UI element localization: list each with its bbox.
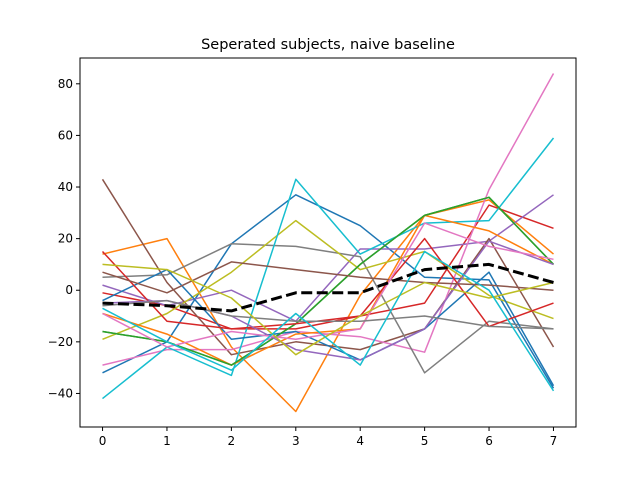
series-line-11 (102, 268, 555, 387)
y-tick-label: 40 (58, 180, 73, 194)
series-line-4 (102, 204, 554, 330)
series-line-1 (102, 194, 555, 389)
y-tick-label: 80 (58, 77, 73, 91)
y-axis: −40 −20 0 20 40 60 80 (48, 77, 80, 400)
y-tick-label: 60 (58, 128, 73, 142)
series-line-5 (102, 194, 554, 322)
chart-title: Seperated subjects, naive baseline (201, 37, 455, 53)
y-tick-label: −20 (48, 335, 73, 349)
x-tick-label: 3 (292, 434, 300, 448)
x-tick-label: 7 (550, 434, 558, 448)
series-line-18 (102, 299, 554, 330)
y-tick-label: −40 (48, 386, 73, 400)
x-tick-label: 0 (99, 434, 107, 448)
series-line-2 (102, 199, 554, 413)
x-tick-label: 2 (228, 434, 236, 448)
series-line-20 (102, 250, 555, 392)
y-tick-label: 0 (65, 283, 73, 297)
series-line-17 (102, 222, 554, 348)
series-line-14 (101, 237, 554, 330)
series-line-10 (102, 137, 555, 400)
x-tick-label: 1 (163, 434, 171, 448)
series-line-6 (101, 178, 555, 356)
series-line-19 (102, 263, 554, 356)
series-line-15 (102, 240, 554, 361)
series-line-12 (102, 214, 554, 366)
x-tick-label: 4 (356, 434, 364, 448)
baseline-series-line (102, 262, 554, 313)
x-tick-label: 5 (421, 434, 429, 448)
series-line-9 (102, 219, 554, 340)
series-line-13 (102, 196, 555, 366)
series-group (101, 73, 555, 413)
x-axis: 0 1 2 3 4 5 6 7 (99, 427, 558, 448)
y-tick-label: 20 (58, 232, 73, 246)
plot-frame (79, 57, 577, 428)
series-line-16 (102, 261, 554, 294)
series-line-8 (102, 243, 554, 374)
x-tick-label: 6 (485, 434, 493, 448)
